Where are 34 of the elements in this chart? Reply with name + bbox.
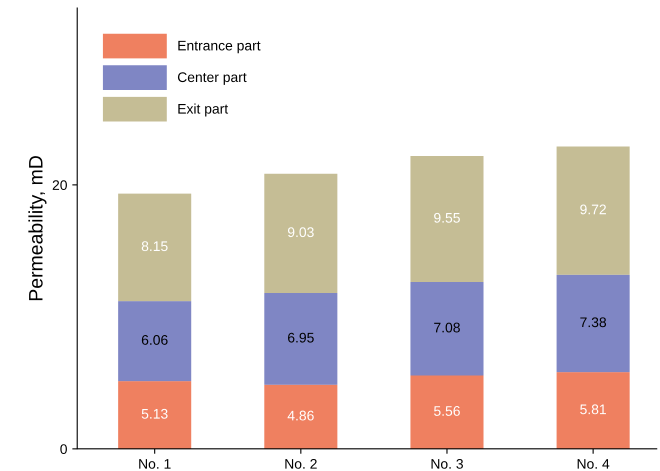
bar [118,301,192,382]
y-tick-label: 0 [60,444,67,454]
bar [264,174,338,293]
data-label: 6.95 [288,332,314,343]
x-tick-label: No. 2 [285,458,317,469]
legend-label: Exit part [178,103,228,116]
bar [118,194,192,302]
data-label: 8.15 [142,241,168,252]
y-tick-label: 20 [52,180,67,190]
bar [556,372,630,449]
bar [556,146,630,275]
x-tick-label: No. 3 [432,458,463,469]
data-label: 5.13 [142,408,168,419]
bar [264,384,338,449]
bar [264,292,338,385]
data-label: 9.72 [580,204,606,214]
data-label: 5.81 [580,404,606,414]
x-tick-label: No. 1 [139,459,171,469]
bar [410,282,484,376]
legend-label: Entrance part [178,40,260,54]
bar [410,156,484,282]
data-label: 7.08 [434,322,460,332]
bar [410,375,484,449]
x-tick-label: No. 4 [578,459,610,469]
data-label: 9.55 [434,212,460,223]
bar [118,381,192,449]
y-axis-title: Permeability, mD [28,156,46,300]
data-label: 4.86 [288,410,314,421]
data-label: 5.56 [434,406,460,416]
data-label: 7.38 [580,317,606,328]
data-label: 9.03 [288,227,314,238]
legend-label: Center part [178,72,247,85]
data-label: 6.06 [142,335,168,345]
bar [556,274,630,372]
